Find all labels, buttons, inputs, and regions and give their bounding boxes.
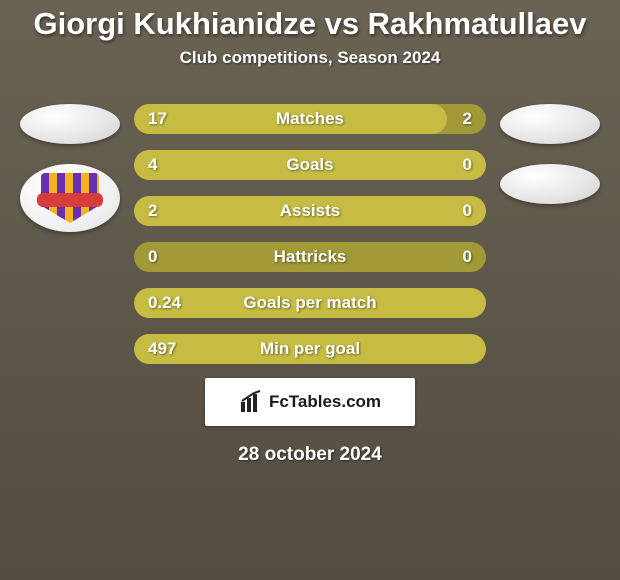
stat-label: Assists: [134, 196, 486, 226]
main-row: 17Matches24Goals02Assists00Hattricks00.2…: [0, 104, 620, 364]
stat-bar: 0Hattricks0: [134, 242, 486, 272]
left-player-column: [10, 104, 130, 364]
club-crest-icon: [41, 173, 99, 223]
stats-bars: 17Matches24Goals02Assists00Hattricks00.2…: [130, 104, 490, 364]
stat-label: Min per goal: [134, 334, 486, 364]
stat-right-value: 0: [463, 242, 472, 272]
stat-right-value: 0: [463, 196, 472, 226]
right-player-column: [490, 104, 610, 364]
stat-label: Hattricks: [134, 242, 486, 272]
stat-bar: 17Matches2: [134, 104, 486, 134]
stat-bar: 4Goals0: [134, 150, 486, 180]
page-subtitle: Club competitions, Season 2024: [0, 48, 620, 68]
stat-right-value: 0: [463, 150, 472, 180]
stat-label: Goals: [134, 150, 486, 180]
page-title: Giorgi Kukhianidze vs Rakhmatullaev: [0, 0, 620, 42]
stat-bar: 497Min per goal: [134, 334, 486, 364]
stat-bar: 0.24Goals per match: [134, 288, 486, 318]
brand-text: FcTables.com: [269, 392, 381, 412]
stat-label: Matches: [134, 104, 486, 134]
left-player-avatar: [20, 104, 120, 144]
left-player-club-badge: [20, 164, 120, 232]
stat-label: Goals per match: [134, 288, 486, 318]
brand-logo-icon: [239, 390, 263, 414]
stat-right-value: 2: [463, 104, 472, 134]
infographic-root: Giorgi Kukhianidze vs Rakhmatullaev Club…: [0, 0, 620, 580]
date-text: 28 october 2024: [0, 444, 620, 466]
right-player-avatar: [500, 104, 600, 144]
stat-bar: 2Assists0: [134, 196, 486, 226]
brand-box[interactable]: FcTables.com: [205, 378, 415, 426]
right-player-club-avatar: [500, 164, 600, 204]
